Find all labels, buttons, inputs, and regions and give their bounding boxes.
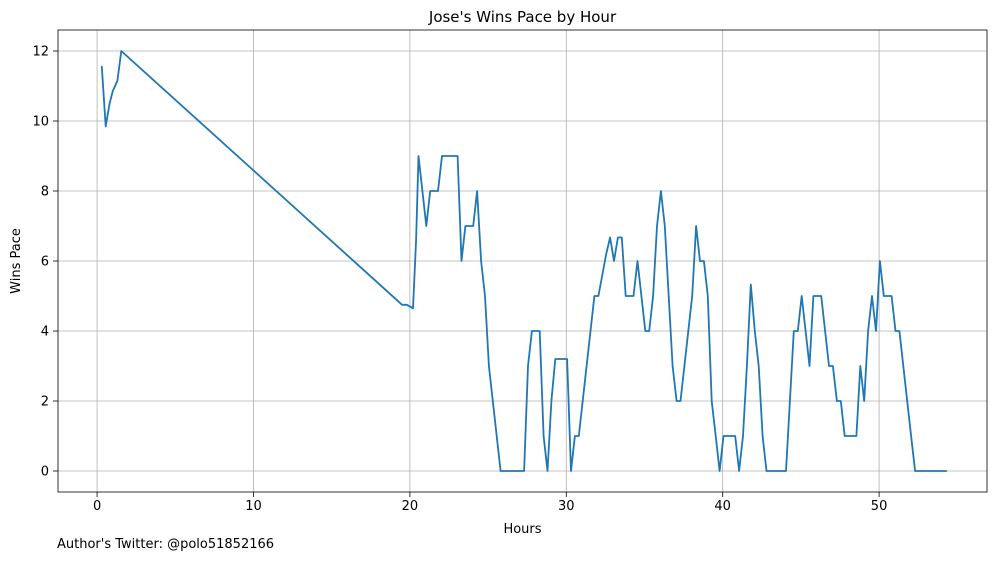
y-tick-label-3: 6 [41, 255, 49, 270]
x-tick-label-3: 30 [558, 499, 575, 514]
y-tick-label-5: 10 [32, 115, 49, 130]
y-tick-label-0: 0 [41, 465, 49, 480]
x-tick-label-5: 50 [871, 499, 888, 514]
author-credit: Author's Twitter: @polo51852166 [57, 537, 275, 552]
x-axis-label: Hours [503, 522, 541, 537]
x-tick-label-1: 10 [245, 499, 262, 514]
x-tick-label-0: 0 [93, 499, 101, 514]
y-tick-label-1: 2 [41, 395, 49, 410]
y-tick-label-2: 4 [41, 325, 49, 340]
chart-title: Jose's Wins Pace by Hour [428, 8, 617, 26]
y-tick-label-4: 8 [41, 185, 49, 200]
y-axis-label: Wins Pace [9, 228, 24, 294]
grid-lines [58, 30, 987, 492]
axis-ticks: 0 10 20 30 40 50 0 2 4 6 8 10 12 [32, 45, 887, 515]
x-tick-label-2: 20 [402, 499, 419, 514]
series-lines [100, 50, 948, 472]
series-line-0 [100, 50, 948, 472]
x-tick-label-4: 40 [714, 499, 731, 514]
y-tick-label-6: 12 [32, 45, 49, 60]
